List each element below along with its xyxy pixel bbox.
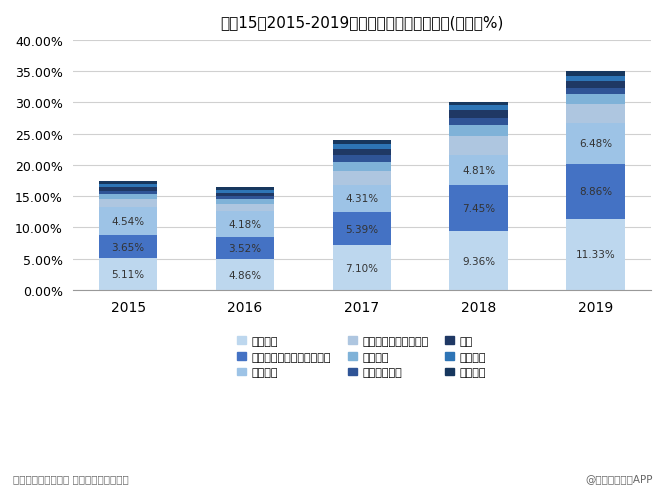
Text: 4.54%: 4.54% (111, 217, 145, 226)
Bar (216, 191, 274, 194)
Bar (332, 163, 391, 172)
Bar (99, 207, 157, 236)
Bar (99, 187, 157, 191)
Bar (332, 212, 391, 246)
Bar (450, 125, 508, 137)
Text: 5.39%: 5.39% (345, 224, 378, 234)
Text: @前瞻经济学人APP: @前瞻经济学人APP (585, 473, 653, 483)
Text: 4.18%: 4.18% (228, 220, 262, 230)
Bar (566, 95, 625, 105)
Bar (566, 89, 625, 95)
Bar (99, 191, 157, 194)
Bar (566, 72, 625, 77)
Text: 7.10%: 7.10% (345, 263, 378, 273)
Text: 9.36%: 9.36% (462, 256, 496, 266)
Bar (450, 185, 508, 232)
Bar (450, 106, 508, 111)
Legend: 三一重工, 徐工集团工程机械有限公司, 中联重科, 柳工集团机械有限公司, 山河智能, 铁建重工集团, 龙工, 山推股份, 厦工机械: 三一重工, 徐工集团工程机械有限公司, 中联重科, 柳工集团机械有限公司, 山河… (234, 333, 490, 381)
Bar (99, 185, 157, 187)
Text: 8.86%: 8.86% (579, 187, 612, 197)
Bar (99, 182, 157, 185)
Bar (566, 220, 625, 290)
Text: 3.52%: 3.52% (228, 244, 262, 254)
Bar (450, 232, 508, 290)
Bar (216, 260, 274, 290)
Text: 4.86%: 4.86% (228, 270, 262, 280)
Bar (216, 187, 274, 191)
Title: 图興15：2015-2019年主要企业市场份额占比(单位：%): 图興15：2015-2019年主要企业市场份额占比(单位：%) (220, 15, 503, 30)
Bar (332, 185, 391, 212)
Bar (450, 111, 508, 119)
Bar (450, 103, 508, 106)
Bar (450, 137, 508, 155)
Bar (332, 150, 391, 156)
Text: 6.48%: 6.48% (579, 139, 612, 149)
Text: 11.33%: 11.33% (575, 250, 615, 260)
Bar (216, 204, 274, 212)
Bar (99, 258, 157, 290)
Text: 5.11%: 5.11% (111, 269, 145, 279)
Bar (566, 105, 625, 124)
Bar (216, 194, 274, 197)
Bar (566, 124, 625, 164)
Bar (332, 246, 391, 290)
Bar (216, 197, 274, 200)
Bar (332, 141, 391, 145)
Text: 4.81%: 4.81% (462, 165, 496, 175)
Text: 3.65%: 3.65% (111, 242, 145, 252)
Bar (216, 212, 274, 238)
Bar (99, 236, 157, 258)
Bar (450, 155, 508, 185)
Bar (566, 77, 625, 82)
Text: 4.31%: 4.31% (345, 194, 378, 204)
Bar (99, 199, 157, 207)
Bar (216, 200, 274, 204)
Bar (216, 238, 274, 260)
Bar (332, 156, 391, 163)
Bar (332, 172, 391, 185)
Text: 资料来源：公司年报 前瞻产业研究院整理: 资料来源：公司年报 前瞻产业研究院整理 (13, 473, 129, 483)
Bar (99, 194, 157, 199)
Bar (566, 164, 625, 220)
Bar (566, 82, 625, 89)
Text: 7.45%: 7.45% (462, 203, 496, 214)
Bar (332, 145, 391, 150)
Bar (450, 119, 508, 125)
